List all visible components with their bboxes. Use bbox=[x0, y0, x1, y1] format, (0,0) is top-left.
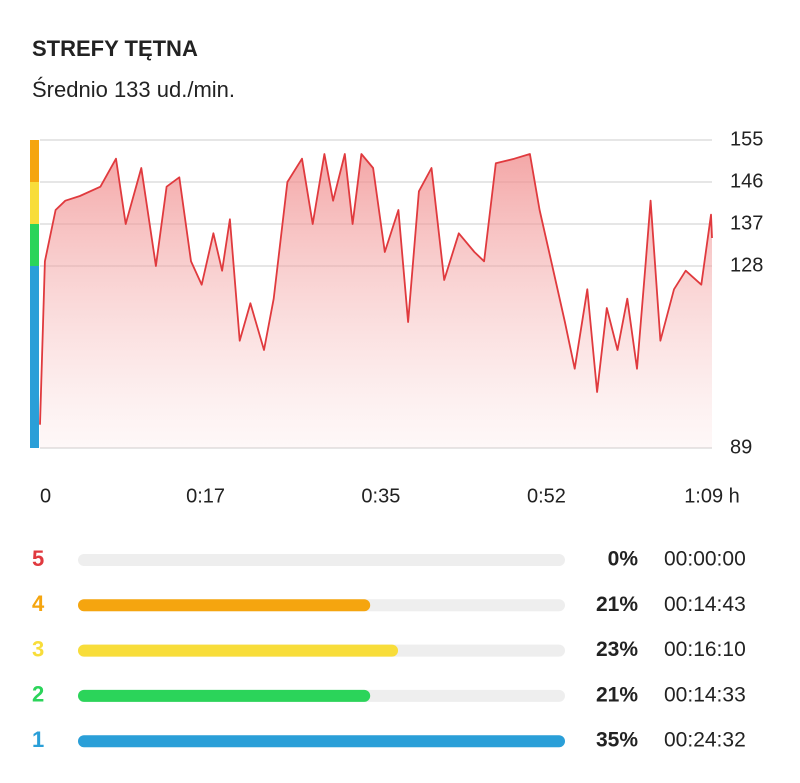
y-tick-label: 155 bbox=[730, 128, 763, 150]
zone-time: 00:16:10 bbox=[664, 638, 746, 661]
y-tick-label: 137 bbox=[730, 212, 763, 234]
zone-strip bbox=[30, 182, 39, 224]
zone-strip bbox=[30, 224, 39, 266]
zone-bar bbox=[78, 735, 565, 748]
y-tick-label: 89 bbox=[730, 436, 752, 458]
line bbox=[39, 153, 713, 425]
x-tick-label: 0:35 bbox=[361, 485, 400, 507]
zone-strip bbox=[30, 140, 39, 182]
x-tick-label: 0:17 bbox=[186, 485, 225, 507]
zone-label: 3 bbox=[32, 636, 44, 661]
zone-time: 00:14:43 bbox=[664, 593, 746, 616]
zone-bar bbox=[78, 689, 371, 702]
zone-time: 00:24:32 bbox=[664, 729, 746, 752]
zone-time: 00:14:33 bbox=[664, 683, 746, 706]
zone-label: 4 bbox=[32, 591, 45, 616]
zone-time: 00:00:00 bbox=[664, 548, 746, 571]
zone-percent: 0% bbox=[608, 548, 639, 571]
subtitle: Średnio 133 ud./min. bbox=[32, 77, 235, 102]
y-tick-label: 146 bbox=[730, 170, 763, 192]
zone-strip bbox=[30, 266, 39, 448]
zone-label: 5 bbox=[32, 546, 44, 571]
zone-percent: 21% bbox=[596, 593, 638, 616]
zone-track bbox=[78, 554, 565, 566]
zone-bar bbox=[78, 644, 399, 657]
x-tick-label: 1:09 h bbox=[684, 485, 740, 507]
zone-percent: 21% bbox=[596, 683, 638, 706]
zone-label: 2 bbox=[32, 682, 44, 707]
y-tick-label: 128 bbox=[730, 254, 763, 276]
zone-percent: 35% bbox=[596, 729, 638, 752]
x-tick-label: 0 bbox=[40, 485, 51, 507]
x-tick-label: 0:52 bbox=[527, 485, 566, 507]
title: STREFY TĘTNA bbox=[32, 36, 198, 61]
zone-bar bbox=[78, 599, 371, 612]
area-fill bbox=[40, 154, 712, 448]
zone-percent: 23% bbox=[596, 638, 638, 661]
zone-label: 1 bbox=[32, 727, 44, 752]
